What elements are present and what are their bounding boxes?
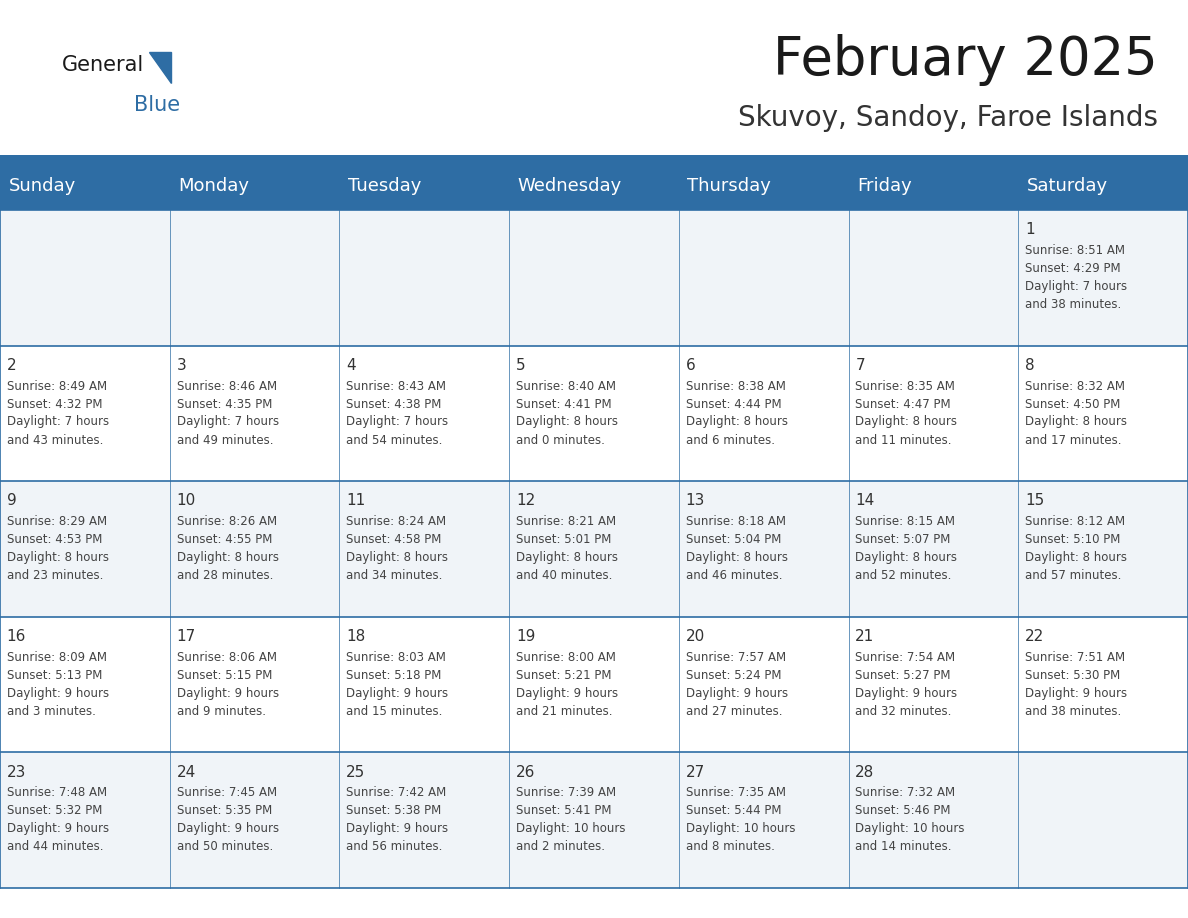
- Text: Sunrise: 8:49 AM
Sunset: 4:32 PM
Daylight: 7 hours
and 43 minutes.: Sunrise: 8:49 AM Sunset: 4:32 PM Dayligh…: [7, 379, 109, 446]
- Text: Sunrise: 8:03 AM
Sunset: 5:18 PM
Daylight: 9 hours
and 15 minutes.: Sunrise: 8:03 AM Sunset: 5:18 PM Dayligh…: [346, 651, 448, 718]
- Text: 25: 25: [346, 765, 366, 779]
- Text: Thursday: Thursday: [688, 177, 771, 195]
- Text: 11: 11: [346, 493, 366, 509]
- Text: Sunrise: 8:18 AM
Sunset: 5:04 PM
Daylight: 8 hours
and 46 minutes.: Sunrise: 8:18 AM Sunset: 5:04 PM Dayligh…: [685, 515, 788, 582]
- Text: Sunday: Sunday: [8, 177, 76, 195]
- Text: Sunrise: 7:35 AM
Sunset: 5:44 PM
Daylight: 10 hours
and 8 minutes.: Sunrise: 7:35 AM Sunset: 5:44 PM Dayligh…: [685, 787, 795, 854]
- Text: Sunrise: 8:09 AM
Sunset: 5:13 PM
Daylight: 9 hours
and 3 minutes.: Sunrise: 8:09 AM Sunset: 5:13 PM Dayligh…: [7, 651, 109, 718]
- Text: 13: 13: [685, 493, 704, 509]
- Text: 24: 24: [177, 765, 196, 779]
- Text: 19: 19: [516, 629, 536, 644]
- Text: 1: 1: [1025, 222, 1035, 237]
- Text: Sunrise: 8:26 AM
Sunset: 4:55 PM
Daylight: 8 hours
and 28 minutes.: Sunrise: 8:26 AM Sunset: 4:55 PM Dayligh…: [177, 515, 278, 582]
- Text: Sunrise: 7:51 AM
Sunset: 5:30 PM
Daylight: 9 hours
and 38 minutes.: Sunrise: 7:51 AM Sunset: 5:30 PM Dayligh…: [1025, 651, 1127, 718]
- Text: 21: 21: [855, 629, 874, 644]
- Text: Sunrise: 8:46 AM
Sunset: 4:35 PM
Daylight: 7 hours
and 49 minutes.: Sunrise: 8:46 AM Sunset: 4:35 PM Dayligh…: [177, 379, 279, 446]
- Text: 10: 10: [177, 493, 196, 509]
- Text: Sunrise: 7:45 AM
Sunset: 5:35 PM
Daylight: 9 hours
and 50 minutes.: Sunrise: 7:45 AM Sunset: 5:35 PM Dayligh…: [177, 787, 279, 854]
- Text: Sunrise: 8:32 AM
Sunset: 4:50 PM
Daylight: 8 hours
and 17 minutes.: Sunrise: 8:32 AM Sunset: 4:50 PM Dayligh…: [1025, 379, 1127, 446]
- Text: Friday: Friday: [857, 177, 912, 195]
- Text: Skuvoy, Sandoy, Faroe Islands: Skuvoy, Sandoy, Faroe Islands: [738, 104, 1158, 132]
- Text: 12: 12: [516, 493, 535, 509]
- Text: 3: 3: [177, 358, 187, 373]
- Text: 17: 17: [177, 629, 196, 644]
- Text: Sunrise: 8:35 AM
Sunset: 4:47 PM
Daylight: 8 hours
and 11 minutes.: Sunrise: 8:35 AM Sunset: 4:47 PM Dayligh…: [855, 379, 958, 446]
- Text: Sunrise: 8:15 AM
Sunset: 5:07 PM
Daylight: 8 hours
and 52 minutes.: Sunrise: 8:15 AM Sunset: 5:07 PM Dayligh…: [855, 515, 958, 582]
- Text: Sunrise: 8:12 AM
Sunset: 5:10 PM
Daylight: 8 hours
and 57 minutes.: Sunrise: 8:12 AM Sunset: 5:10 PM Dayligh…: [1025, 515, 1127, 582]
- Bar: [0, 155, 1188, 162]
- Bar: [0, 481, 1188, 617]
- Text: Saturday: Saturday: [1026, 177, 1108, 195]
- Text: 28: 28: [855, 765, 874, 779]
- Text: Sunrise: 7:32 AM
Sunset: 5:46 PM
Daylight: 10 hours
and 14 minutes.: Sunrise: 7:32 AM Sunset: 5:46 PM Dayligh…: [855, 787, 965, 854]
- Text: Monday: Monday: [178, 177, 249, 195]
- Bar: [0, 345, 1188, 481]
- Text: Sunrise: 8:38 AM
Sunset: 4:44 PM
Daylight: 8 hours
and 6 minutes.: Sunrise: 8:38 AM Sunset: 4:44 PM Dayligh…: [685, 379, 788, 446]
- Text: 8: 8: [1025, 358, 1035, 373]
- Text: 14: 14: [855, 493, 874, 509]
- Text: 16: 16: [7, 629, 26, 644]
- Text: 20: 20: [685, 629, 704, 644]
- Text: 26: 26: [516, 765, 536, 779]
- Text: Sunrise: 8:43 AM
Sunset: 4:38 PM
Daylight: 7 hours
and 54 minutes.: Sunrise: 8:43 AM Sunset: 4:38 PM Dayligh…: [346, 379, 448, 446]
- Text: Sunrise: 7:39 AM
Sunset: 5:41 PM
Daylight: 10 hours
and 2 minutes.: Sunrise: 7:39 AM Sunset: 5:41 PM Dayligh…: [516, 787, 625, 854]
- Text: Sunrise: 8:06 AM
Sunset: 5:15 PM
Daylight: 9 hours
and 9 minutes.: Sunrise: 8:06 AM Sunset: 5:15 PM Dayligh…: [177, 651, 279, 718]
- Text: 18: 18: [346, 629, 366, 644]
- Text: 2: 2: [7, 358, 17, 373]
- Text: Sunrise: 8:51 AM
Sunset: 4:29 PM
Daylight: 7 hours
and 38 minutes.: Sunrise: 8:51 AM Sunset: 4:29 PM Dayligh…: [1025, 244, 1127, 311]
- Text: Sunrise: 8:24 AM
Sunset: 4:58 PM
Daylight: 8 hours
and 34 minutes.: Sunrise: 8:24 AM Sunset: 4:58 PM Dayligh…: [346, 515, 448, 582]
- Text: 9: 9: [7, 493, 17, 509]
- Text: 7: 7: [855, 358, 865, 373]
- Text: 15: 15: [1025, 493, 1044, 509]
- Text: Sunrise: 8:29 AM
Sunset: 4:53 PM
Daylight: 8 hours
and 23 minutes.: Sunrise: 8:29 AM Sunset: 4:53 PM Dayligh…: [7, 515, 109, 582]
- Bar: [0, 162, 1188, 210]
- Text: February 2025: February 2025: [773, 34, 1158, 86]
- Text: Sunrise: 7:57 AM
Sunset: 5:24 PM
Daylight: 9 hours
and 27 minutes.: Sunrise: 7:57 AM Sunset: 5:24 PM Dayligh…: [685, 651, 788, 718]
- Bar: [0, 617, 1188, 753]
- Text: 6: 6: [685, 358, 695, 373]
- Text: Blue: Blue: [134, 95, 181, 115]
- Text: Sunrise: 7:54 AM
Sunset: 5:27 PM
Daylight: 9 hours
and 32 minutes.: Sunrise: 7:54 AM Sunset: 5:27 PM Dayligh…: [855, 651, 958, 718]
- Text: Sunrise: 8:00 AM
Sunset: 5:21 PM
Daylight: 9 hours
and 21 minutes.: Sunrise: 8:00 AM Sunset: 5:21 PM Dayligh…: [516, 651, 618, 718]
- Text: General: General: [62, 55, 144, 75]
- Text: Tuesday: Tuesday: [348, 177, 422, 195]
- Text: 5: 5: [516, 358, 525, 373]
- Text: 4: 4: [346, 358, 356, 373]
- Text: 23: 23: [7, 765, 26, 779]
- Bar: [0, 753, 1188, 888]
- Text: 27: 27: [685, 765, 704, 779]
- Text: Sunrise: 7:48 AM
Sunset: 5:32 PM
Daylight: 9 hours
and 44 minutes.: Sunrise: 7:48 AM Sunset: 5:32 PM Dayligh…: [7, 787, 109, 854]
- Polygon shape: [148, 52, 171, 83]
- Text: Sunrise: 7:42 AM
Sunset: 5:38 PM
Daylight: 9 hours
and 56 minutes.: Sunrise: 7:42 AM Sunset: 5:38 PM Dayligh…: [346, 787, 448, 854]
- Text: Sunrise: 8:21 AM
Sunset: 5:01 PM
Daylight: 8 hours
and 40 minutes.: Sunrise: 8:21 AM Sunset: 5:01 PM Dayligh…: [516, 515, 618, 582]
- Bar: [0, 210, 1188, 345]
- Text: Wednesday: Wednesday: [518, 177, 621, 195]
- Text: Sunrise: 8:40 AM
Sunset: 4:41 PM
Daylight: 8 hours
and 0 minutes.: Sunrise: 8:40 AM Sunset: 4:41 PM Dayligh…: [516, 379, 618, 446]
- Text: 22: 22: [1025, 629, 1044, 644]
